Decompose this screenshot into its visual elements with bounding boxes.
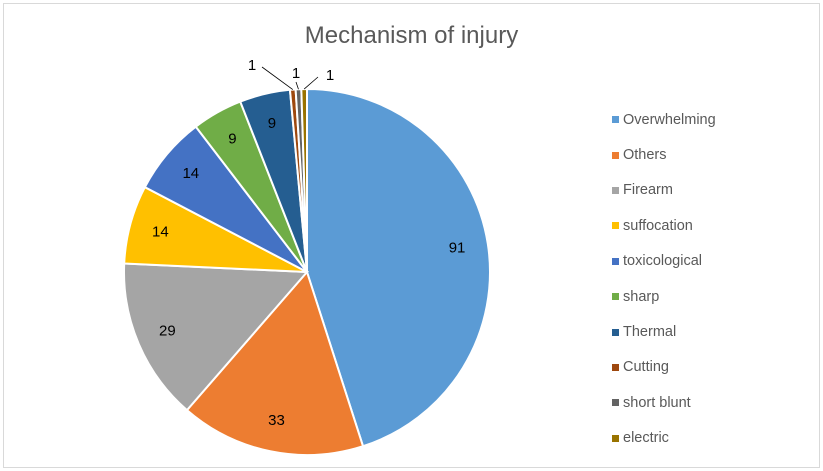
data-label-electric: 1 [326,67,334,84]
data-label-thermal: 9 [268,115,276,132]
legend-label: suffocation [623,217,693,234]
data-label-others: 33 [268,412,285,429]
data-label-cutting: 1 [248,57,256,74]
leader-line-cutting [261,66,294,90]
legend-swatch [612,151,619,159]
pie-slice-firearm [123,262,310,412]
legend-item-sharp: sharp [612,279,716,314]
leader-line-short-blunt [295,81,299,90]
legend-label: toxicological [623,253,702,270]
legend-swatch [612,116,619,124]
legend-label: Others [623,147,667,164]
legend-swatch [612,293,619,301]
data-label-suffocation: 14 [152,223,169,240]
data-label-short-blunt: 1 [292,65,300,82]
chart-legend: Overwhelming Others Firearm suffocation toxi… [612,102,716,456]
legend-swatch [612,399,619,407]
legend-item-others: Others [612,137,716,172]
legend-item-electric: electric [612,421,716,456]
legend-swatch [612,363,619,371]
legend-label: Cutting [623,359,669,376]
data-label-overwhelming: 91 [449,239,466,256]
legend-label: sharp [623,288,660,305]
legend-swatch [612,186,619,194]
legend-swatch [612,257,619,265]
legend-swatch [612,434,619,442]
legend-label: short blunt [623,394,691,411]
legend-swatch [612,328,619,336]
legend-item-short-blunt: short blunt [612,385,716,420]
legend-label: Overwhelming [623,111,716,128]
legend-item-cutting: Cutting [612,350,716,385]
legend-item-suffocation: suffocation [612,208,716,243]
legend-label: Thermal [623,324,677,341]
legend-swatch [612,222,619,230]
legend-item-firearm: Firearm [612,173,716,208]
leader-line-electric [303,76,319,90]
legend-item-thermal: Thermal [612,314,716,349]
chart-title: Mechanism of injury [304,22,519,49]
pie-slice-overwhelming [306,87,491,448]
data-label-firearm: 29 [159,323,176,340]
pie-slice-others [185,270,365,456]
data-label-toxicological: 14 [182,165,199,182]
legend-item-toxicological: toxicological [612,244,716,279]
data-label-sharp: 9 [228,131,236,148]
legend-label: Firearm [623,182,673,199]
legend-item-overwhelming: Overwhelming [612,102,716,137]
legend-label: electric [623,430,669,447]
